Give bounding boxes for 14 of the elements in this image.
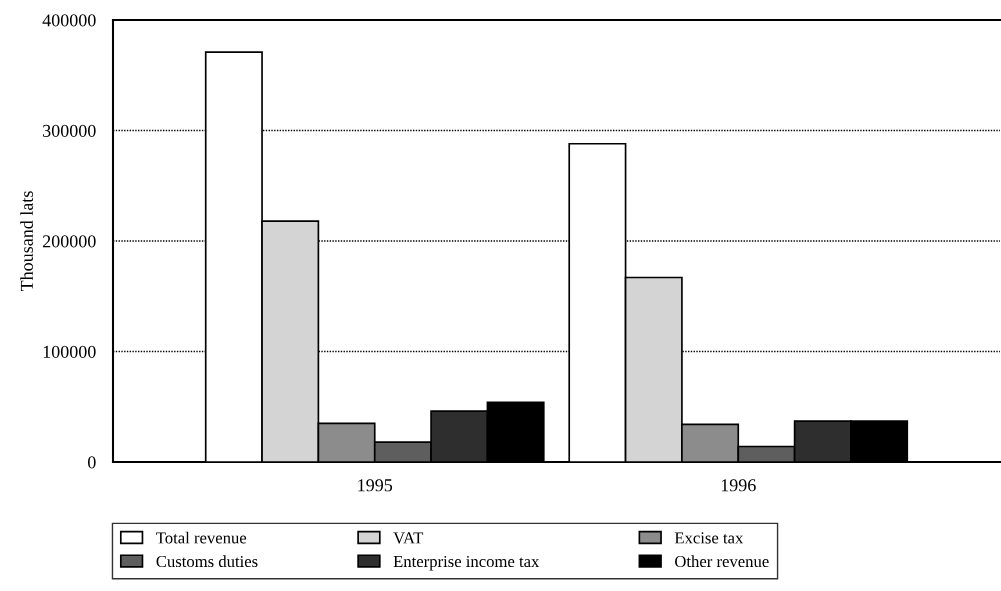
y-axis-title: Thousand lats — [20, 191, 33, 292]
y-tick-label: 0 — [87, 456, 96, 469]
x-tick-label: 1995 — [358, 479, 393, 492]
y-tick-label: 200000 — [42, 235, 96, 248]
legend-label: Customs duties — [156, 555, 258, 568]
legend-label: Other revenue — [675, 555, 769, 568]
y-tick-label: 100000 — [43, 345, 96, 358]
legend-label: VAT — [393, 532, 424, 544]
legend-label: Excise tax — [674, 532, 744, 544]
x-tick-label: 1996 — [721, 479, 756, 492]
y-tick-label: 400000 — [42, 14, 96, 27]
y-tick-label: 300000 — [43, 124, 96, 137]
legend-label: Enterprise income tax — [393, 555, 540, 571]
legend-label: Total revenue — [156, 531, 247, 544]
